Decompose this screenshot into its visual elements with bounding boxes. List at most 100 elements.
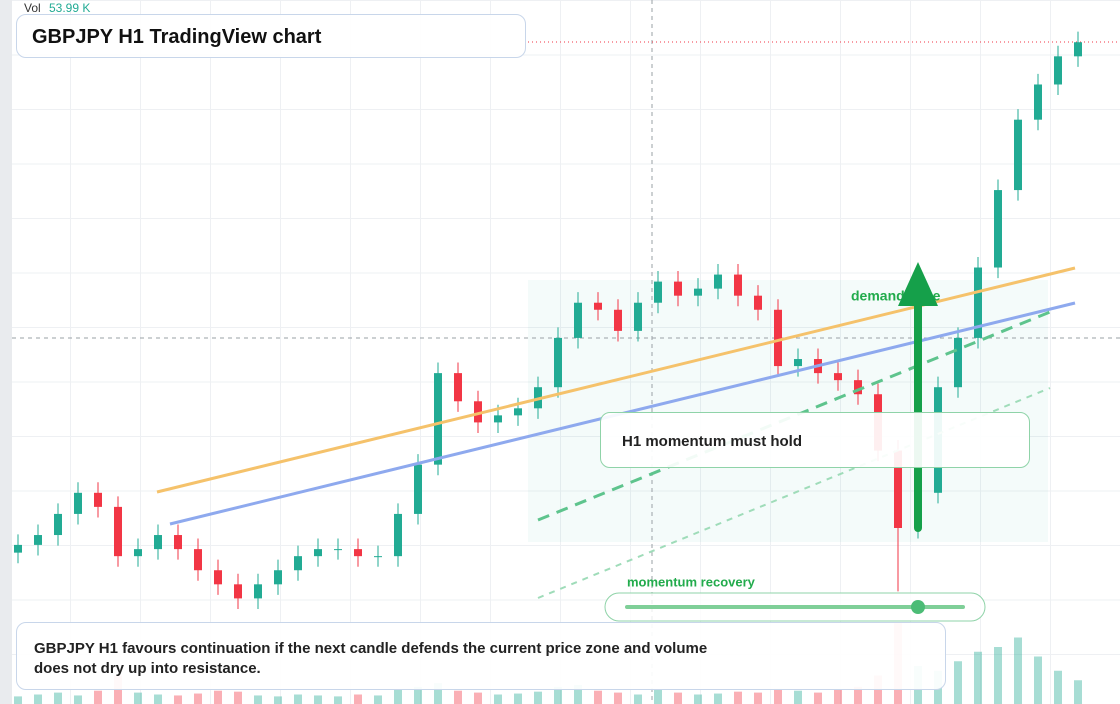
- candle-body: [994, 190, 1002, 268]
- candle-body: [974, 267, 982, 338]
- volume-bar: [454, 690, 462, 704]
- candle-body: [694, 288, 702, 296]
- volume-bar: [634, 694, 642, 704]
- candle-body: [474, 401, 482, 423]
- candle-body: [434, 373, 442, 465]
- volume-bar: [714, 693, 722, 704]
- volume-bar: [194, 693, 202, 704]
- candle-body: [494, 415, 502, 423]
- candle-body: [314, 549, 322, 557]
- volume-bar: [174, 695, 182, 704]
- candle-body: [1054, 56, 1062, 85]
- volume-bar: [654, 689, 662, 704]
- candle-body: [154, 535, 162, 550]
- volume-bar: [474, 692, 482, 704]
- candle-body: [354, 549, 362, 557]
- volume-bar: [354, 694, 362, 704]
- candle-body: [174, 535, 182, 550]
- volume-bar: [954, 661, 962, 704]
- volume-bar: [754, 692, 762, 704]
- candle-body: [374, 556, 382, 558]
- volume-bar: [594, 690, 602, 704]
- candle-body: [294, 556, 302, 571]
- volume-bar: [994, 647, 1002, 704]
- volume-bar: [794, 690, 802, 704]
- volume-bar: [514, 693, 522, 704]
- volume-bar: [1054, 670, 1062, 704]
- candle-body: [134, 549, 142, 557]
- candle-body: [754, 295, 762, 310]
- volume-bar: [34, 694, 42, 704]
- candle-body: [194, 549, 202, 571]
- volume-bar: [334, 696, 342, 704]
- candle-body: [654, 281, 662, 303]
- slider-label: momentum recovery: [627, 574, 756, 589]
- candle-body: [114, 506, 122, 557]
- candle-body: [1074, 42, 1082, 57]
- volume-bar: [414, 686, 422, 704]
- candle-body: [954, 337, 962, 388]
- volume-bar: [394, 689, 402, 704]
- left-edge: [0, 0, 12, 704]
- candle-body: [574, 302, 582, 338]
- volume-bar: [314, 695, 322, 704]
- candle-body: [34, 535, 42, 545]
- volume-bar: [674, 692, 682, 704]
- candle-body: [414, 464, 422, 514]
- volume-bar: [1034, 656, 1042, 704]
- volume-bar: [1074, 680, 1082, 704]
- volume-bar: [234, 691, 242, 704]
- candle-body: [834, 373, 842, 381]
- candle-body: [634, 302, 642, 331]
- volume-bar: [854, 686, 862, 704]
- candle-body: [274, 570, 282, 585]
- volume-bar: [374, 695, 382, 704]
- candle-body: [854, 380, 862, 395]
- volume-bar: [734, 691, 742, 704]
- box-label: H1 momentum must hold: [622, 433, 803, 450]
- candle-body: [794, 359, 802, 367]
- candle-body: [94, 492, 102, 507]
- candle-body: [614, 309, 622, 331]
- trend-line-green: [537, 310, 1051, 522]
- candle-body: [594, 302, 602, 310]
- slider-knob[interactable]: [911, 600, 925, 614]
- candle-body: [14, 544, 22, 553]
- candle-body: [334, 549, 342, 551]
- candle-body: [234, 584, 242, 599]
- candle-body: [774, 309, 782, 367]
- candle-body: [714, 274, 722, 289]
- volume-bar: [834, 689, 842, 704]
- volume-bar: [134, 692, 142, 704]
- volume-bar: [14, 696, 22, 704]
- volume-bar: [814, 692, 822, 704]
- candle-body: [454, 373, 462, 402]
- volume-bar: [554, 686, 562, 704]
- candle-body: [734, 274, 742, 296]
- candle-body: [894, 450, 902, 528]
- volume-bar: [534, 691, 542, 704]
- zone-shade: [528, 280, 1048, 542]
- volume-bar: [774, 688, 782, 704]
- chart-title: GBPJPY H1 TradingView chart: [32, 26, 322, 48]
- volume-bar: [274, 696, 282, 704]
- volume-bar: [94, 690, 102, 704]
- vol-label: Vol: [24, 1, 41, 15]
- note-panel: GBPJPY H1 favours continuation if the ne…: [16, 622, 946, 690]
- candle-body: [74, 492, 82, 514]
- volume-bar: [254, 695, 262, 704]
- candle-body: [514, 408, 522, 416]
- note-text: GBPJPY H1 favours continuation if the ne…: [34, 640, 708, 677]
- candle-body: [554, 337, 562, 388]
- candle-body: [1034, 84, 1042, 120]
- volume-bar: [434, 683, 442, 704]
- candle-body: [674, 281, 682, 296]
- volume-bar: [54, 692, 62, 704]
- momentum-box: H1 momentum must hold: [600, 412, 1030, 468]
- candle-body: [1014, 119, 1022, 191]
- candle-body: [394, 513, 402, 557]
- volume-bar: [494, 694, 502, 704]
- candle-body: [54, 513, 62, 536]
- volume-bar: [74, 695, 82, 704]
